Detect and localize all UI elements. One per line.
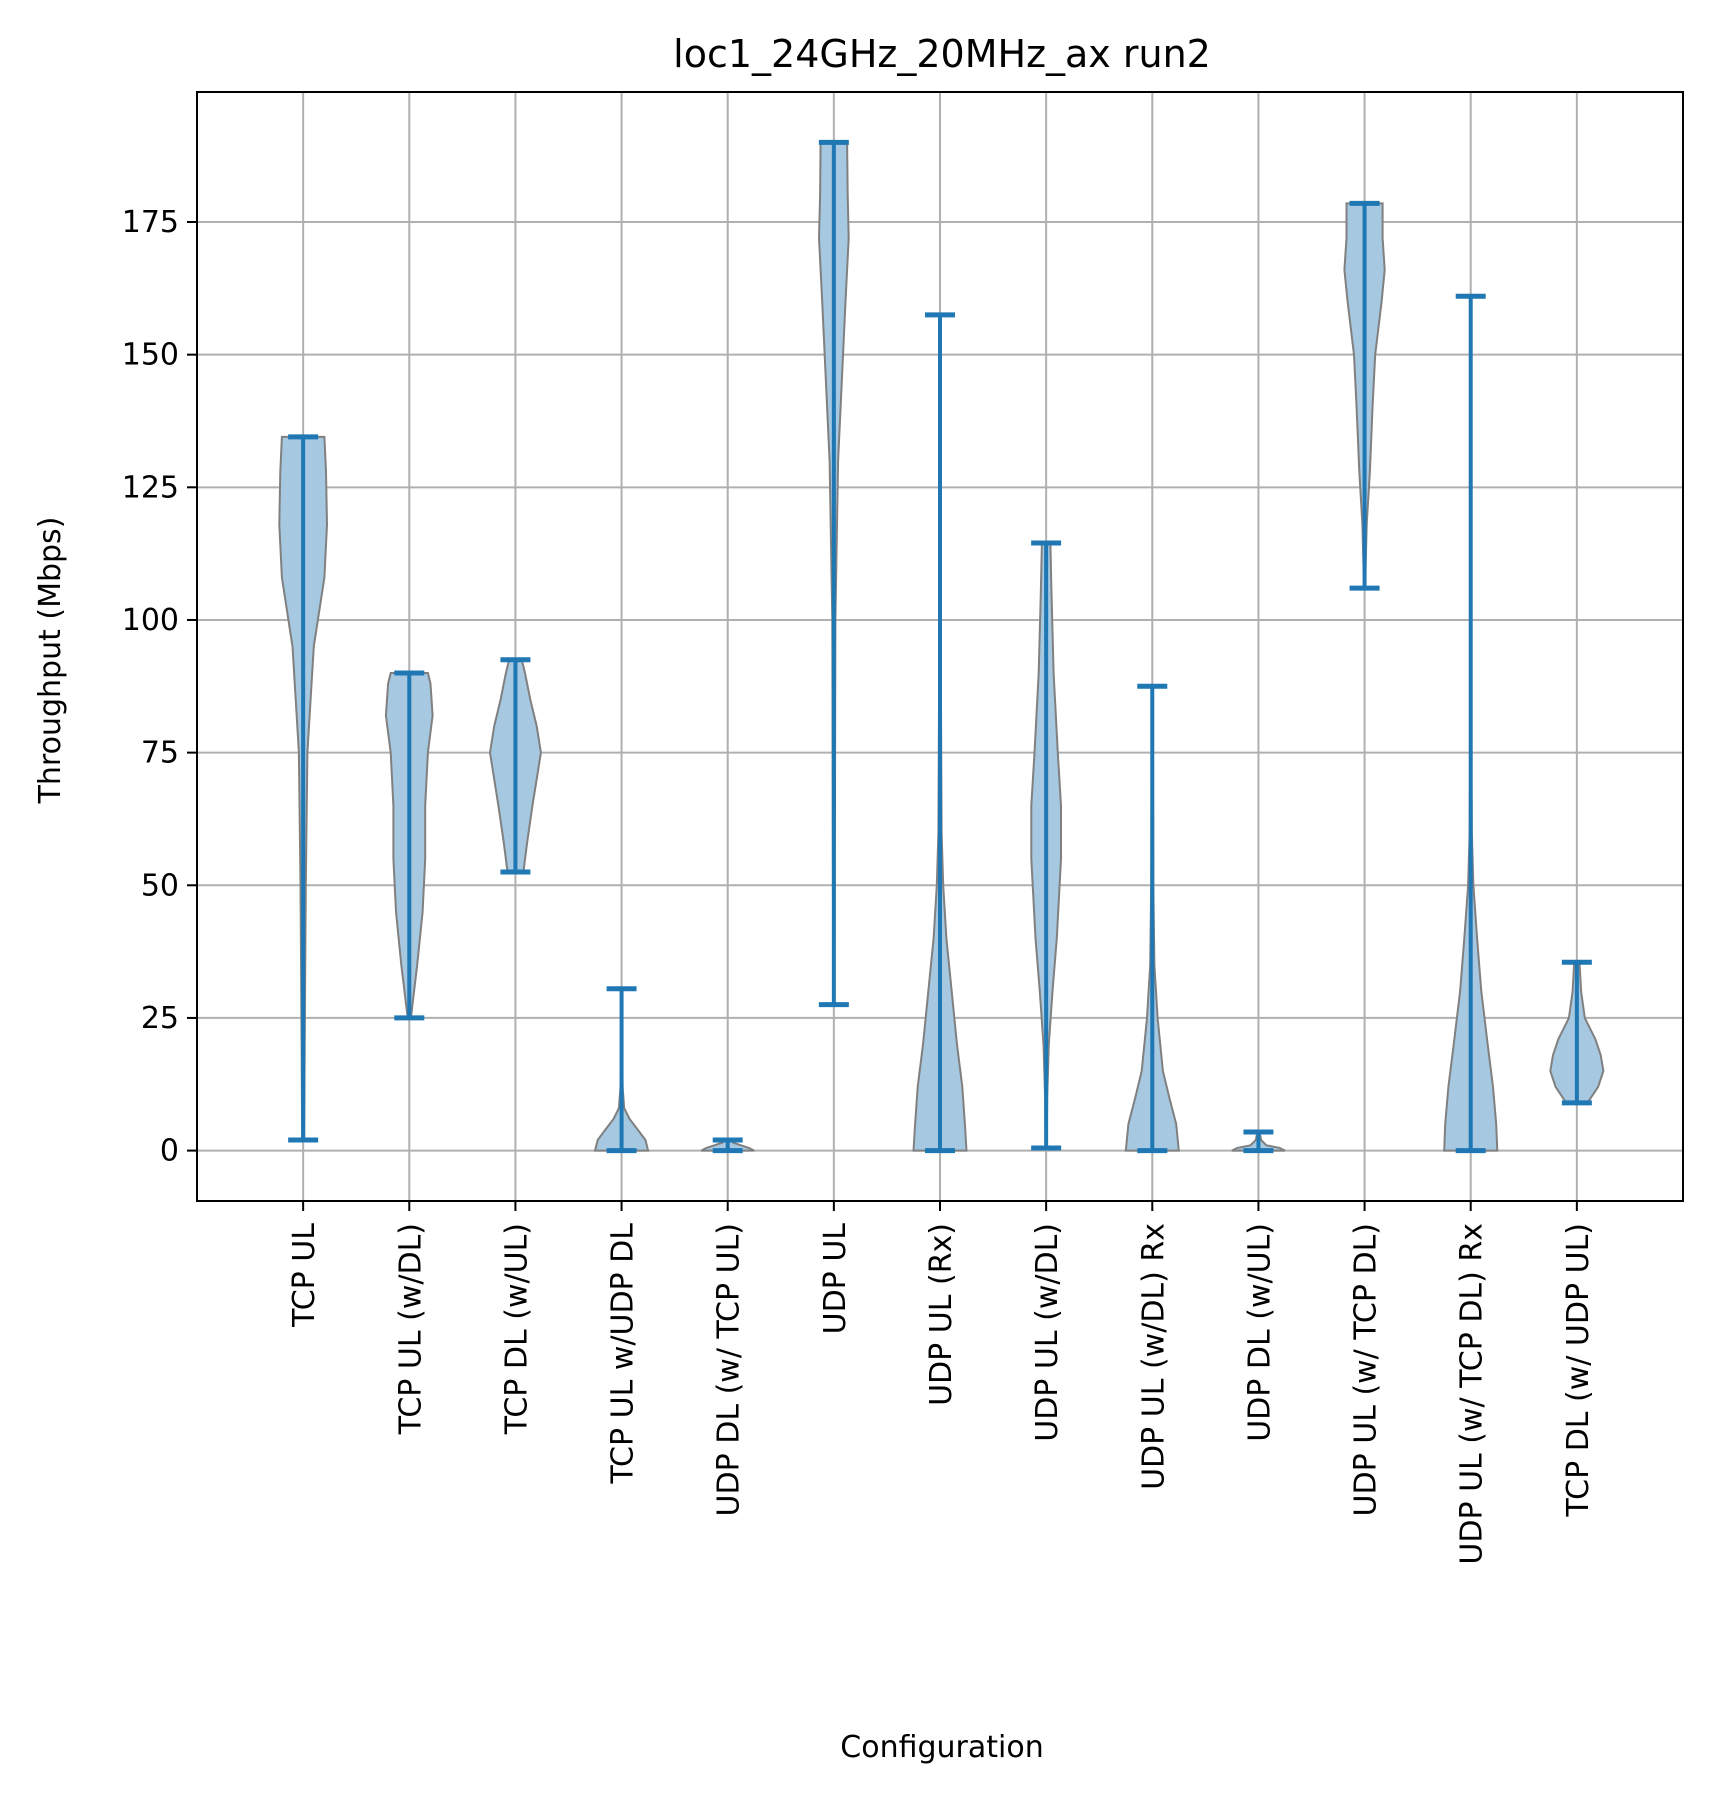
plot-frame [196,91,1684,1202]
y-tick-label: 25 [141,1001,179,1036]
x-tick-label: UDP DL (w/UL) [1242,1223,1277,1442]
y-tick-label: 100 [122,603,179,638]
y-tick-label: 175 [122,205,179,240]
x-tick-label: TCP UL [287,1223,322,1328]
x-tick-label: TCP DL (w/ UDP UL) [1561,1223,1596,1517]
y-axis-label: Throughput (Mbps) [33,517,68,805]
y-tick-label: 125 [122,470,179,505]
y-tick-label: 0 [160,1134,179,1169]
violin-layer [278,139,1605,1154]
y-tick-label: 150 [122,338,179,373]
y-tick-label: 50 [141,868,179,903]
x-tick-label: UDP UL (w/DL) [1030,1223,1065,1442]
x-tick-label: TCP UL w/UDP DL [606,1223,641,1485]
x-tick-label: UDP UL (w/ TCP DL) [1349,1223,1384,1516]
x-tick-label: TCP UL (w/DL) [393,1223,428,1435]
axis-layer: 0 25 50 75 100 125 150 175 TCP UL TCP UL (w/DL) TC… [122,91,1684,1565]
x-tick-label: UDP UL (w/DL) Rx [1136,1223,1171,1490]
x-axis-label: Configuration [840,1730,1043,1765]
x-tick-label: UDP UL [818,1223,853,1335]
x-tick-label: UDP UL (w/ TCP DL) Rx [1455,1223,1490,1565]
chart-title: loc1_24GHz_20MHz_ax run2 [673,32,1211,76]
x-tick-label: UDP DL (w/ TCP UL) [712,1223,747,1516]
x-tick-label: TCP DL (w/UL) [499,1223,534,1435]
x-tick-label: UDP UL (Rx) [924,1223,959,1406]
y-tick-label: 75 [141,736,179,771]
